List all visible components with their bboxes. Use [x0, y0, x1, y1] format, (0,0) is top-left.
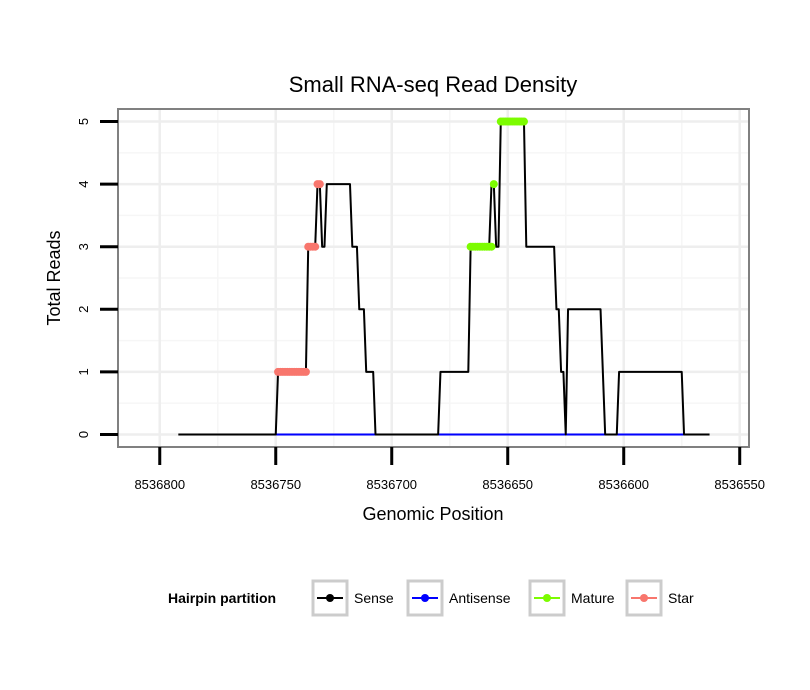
x-tick-label: 8536800	[134, 477, 185, 492]
legend-key-point	[326, 594, 334, 602]
point-mature	[489, 180, 498, 189]
y-tick-label: 4	[76, 180, 91, 187]
legend-item-antisense: Antisense	[406, 579, 511, 617]
chart-title: Small RNA-seq Read Density	[289, 72, 578, 97]
legend-item-star: Star	[625, 579, 694, 617]
point-star	[311, 242, 320, 251]
legend-key-point	[421, 594, 429, 602]
legend-key-point	[543, 594, 551, 602]
legend-key-point	[640, 594, 648, 602]
point-star	[315, 180, 324, 189]
plot-border	[117, 108, 750, 448]
plot-panel	[117, 108, 750, 448]
y-tick-label: 5	[76, 118, 91, 125]
x-axis-label: Genomic Position	[362, 504, 503, 524]
grid-lines	[118, 109, 749, 447]
point-mature	[519, 117, 528, 126]
y-axis: 0 1 2 3 4 5	[76, 118, 118, 438]
legend-title: Hairpin partition	[168, 590, 276, 606]
x-tick-label: 8536550	[714, 477, 765, 492]
legend: Hairpin partition Sense Antisense Mature St…	[168, 579, 694, 617]
series-layer	[178, 117, 710, 436]
y-tick-label: 1	[76, 368, 91, 375]
legend-item-mature: Mature	[528, 579, 615, 617]
point-mature	[487, 242, 496, 251]
y-tick-label: 0	[76, 431, 91, 438]
point-star	[301, 367, 310, 376]
y-tick-label: 3	[76, 243, 91, 250]
x-tick-label: 8536600	[598, 477, 649, 492]
x-tick-label: 8536750	[250, 477, 301, 492]
legend-label: Antisense	[449, 590, 511, 606]
x-tick-label: 8536700	[366, 477, 417, 492]
legend-item-sense: Sense	[311, 579, 394, 617]
legend-items: Sense Antisense Mature Star	[311, 579, 694, 617]
legend-label: Sense	[354, 590, 394, 606]
legend-label: Mature	[571, 590, 615, 606]
x-tick-label: 8536650	[482, 477, 533, 492]
legend-label: Star	[668, 590, 694, 606]
x-axis: 8536800 8536750 8536700 8536650 8536600 85365…	[134, 447, 765, 492]
y-tick-label: 2	[76, 306, 91, 313]
y-axis-label: Total Reads	[44, 230, 64, 325]
